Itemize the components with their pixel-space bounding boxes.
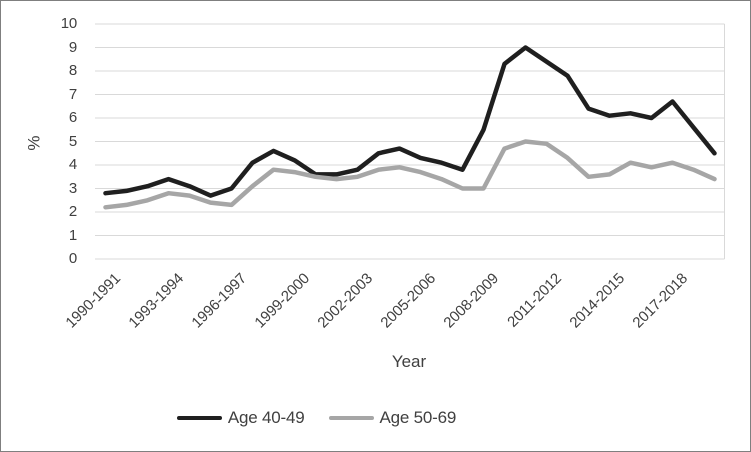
- y-tick-label-7: 7: [68, 85, 77, 103]
- series-line-age-40-49: [103, 45, 717, 198]
- y-tick-label-9: 9: [68, 38, 77, 56]
- y-tick-label-5: 5: [68, 132, 77, 150]
- y-tick-label-0: 0: [68, 250, 77, 267]
- y-tick-label-4: 4: [68, 156, 77, 173]
- y-tick-label-6: 6: [68, 109, 77, 126]
- y-tick-label-3: 3: [68, 179, 77, 197]
- legend-item-age-40-49: Age 40-49: [176, 408, 305, 428]
- y-tick-label-10: 10: [60, 15, 77, 32]
- series-lines: [103, 45, 717, 210]
- y-tick-label-2: 2: [68, 203, 77, 220]
- y-tick-label-8: 8: [68, 62, 77, 79]
- legend-line-swatch: [176, 415, 222, 421]
- x-axis-title: Year: [391, 352, 427, 371]
- legend: Age 40-49 Age 50-69: [1, 408, 750, 428]
- legend-label: Age 40-49: [227, 408, 305, 427]
- y-axis-title: %: [24, 135, 44, 151]
- legend-item-age-50-69: Age 50-69: [328, 408, 457, 428]
- y-tick-label-1: 1: [68, 226, 77, 244]
- gridlines: [95, 23, 725, 260]
- legend-line-swatch: [328, 415, 374, 421]
- series-line-age-50-69: [103, 139, 717, 210]
- legend-label: Age 50-69: [379, 408, 457, 427]
